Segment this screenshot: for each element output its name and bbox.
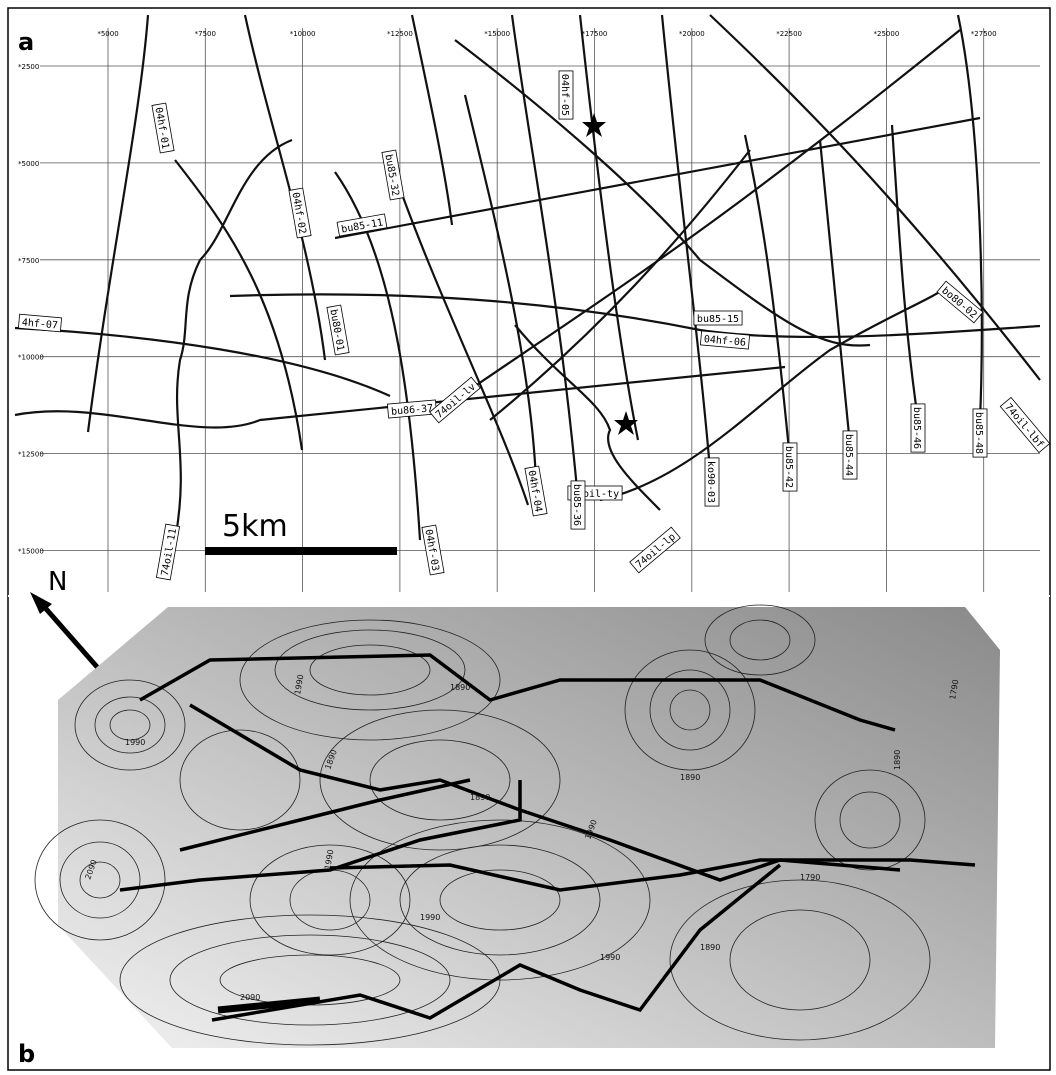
line-label: bu86-37 [387, 400, 436, 418]
line-label: 04hf-04 [525, 466, 547, 516]
y-tick-label: *15000 [18, 548, 44, 556]
line-label-text: bu85-46 [911, 407, 922, 449]
line-label: bu85-42 [783, 443, 797, 491]
line-label: bu85-46 [911, 404, 925, 452]
line-label: bu85-48 [973, 409, 987, 457]
line-label: bu85-44 [843, 431, 857, 479]
panel-label: a [18, 28, 34, 56]
line-label: 74oil-lbf [1000, 397, 1049, 452]
scale-bar [205, 547, 397, 555]
x-tick-label: *17500 [582, 30, 608, 38]
contour-label: 1990 [125, 738, 145, 747]
panel-label: b [18, 1040, 35, 1068]
line-label: ko90-03 [705, 458, 719, 506]
line-label: bo80-02 [937, 281, 983, 323]
north-arrow [40, 602, 98, 668]
x-tick-label: *15000 [484, 30, 510, 38]
line-label: bu85-15 [694, 311, 742, 325]
line-label-text: bu85-15 [697, 314, 739, 325]
line-label-text: 74oil-lp [634, 531, 678, 570]
line-label-text: ko90-03 [705, 461, 716, 503]
contour-label: 1790 [800, 873, 820, 882]
x-tick-label: *20000 [679, 30, 705, 38]
contour-map [58, 607, 1000, 1048]
line-label-text: 74oil-lbf [1002, 402, 1045, 451]
x-tick-label: *10000 [290, 30, 316, 38]
line-label: 04hf-02 [289, 188, 311, 238]
line-label-text: bu85-44 [843, 434, 854, 476]
line-label: 04hf-03 [422, 525, 444, 575]
line-label-text: bu85-42 [783, 446, 794, 488]
y-tick-label: *2500 [18, 63, 39, 71]
contour-label: 1990 [600, 953, 620, 962]
contour-label: 1890 [680, 773, 700, 782]
grid: *5000 *7500 *10000 *12500 *15000 *17500 *20000… [18, 28, 1040, 592]
y-tick-label: *10000 [18, 354, 44, 362]
line-label: bu85-36 [571, 481, 585, 529]
x-tick-label: *22500 [776, 30, 802, 38]
line-label: 74oil-lv [430, 377, 480, 423]
line-label-text: bu85-36 [571, 484, 582, 526]
line-label-text: 04hf-05 [559, 74, 570, 116]
line-label-text: bu86-37 [391, 403, 434, 418]
contour-label: 1990 [420, 913, 440, 922]
y-tick-label: *7500 [18, 257, 39, 265]
contour-label: 1890 [700, 943, 720, 952]
contour-label: 1890 [470, 793, 490, 802]
x-tick-label: *7500 [195, 30, 216, 38]
line-label: 74oil-lp [630, 527, 680, 573]
y-tick-label: *12500 [18, 451, 44, 459]
scale-bar-label: 5km [222, 509, 288, 544]
line-label-text: bu85-48 [973, 412, 984, 454]
line-label: 04hf-05 [559, 71, 573, 119]
figure: *5000 *7500 *10000 *12500 *15000 *17500 *20000… [0, 0, 1056, 1075]
line-label: 04hf-01 [152, 103, 174, 153]
x-tick-label: *27500 [971, 30, 997, 38]
line-label-text: 04hf-06 [703, 334, 746, 349]
contour-label: 1890 [893, 750, 902, 770]
contour-label: 1890 [450, 683, 470, 692]
line-label: 74oil-11 [156, 524, 179, 580]
contour-label: 2090 [240, 993, 260, 1002]
line-label: bu80-01 [327, 305, 349, 355]
north-label: N [48, 567, 67, 597]
line-labels: 04hf-0104hf-02bu85-32bu85-1104hf-054hf-0… [18, 71, 1049, 580]
x-tick-label: *5000 [97, 30, 118, 38]
x-tick-label: *25000 [874, 30, 900, 38]
x-tick-label: *12500 [387, 30, 413, 38]
y-tick-label: *5000 [18, 160, 39, 168]
line-label: bu85-32 [382, 150, 404, 200]
